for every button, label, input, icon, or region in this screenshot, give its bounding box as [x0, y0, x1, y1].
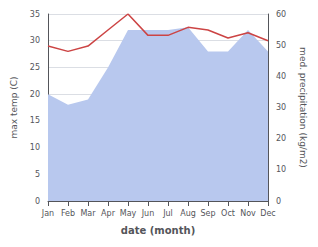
svg-text:Jun: Jun: [141, 209, 155, 218]
svg-text:Aug: Aug: [180, 209, 196, 218]
svg-text:Mar: Mar: [80, 209, 96, 218]
svg-text:20: 20: [276, 134, 286, 143]
svg-text:40: 40: [276, 72, 286, 81]
svg-text:Sep: Sep: [200, 209, 215, 218]
svg-text:15: 15: [30, 116, 40, 125]
svg-text:Feb: Feb: [61, 209, 75, 218]
svg-text:10: 10: [276, 165, 286, 174]
svg-text:0: 0: [35, 197, 40, 206]
svg-text:Oct: Oct: [221, 209, 235, 218]
svg-text:35: 35: [30, 10, 40, 19]
svg-text:5: 5: [35, 170, 40, 179]
svg-text:med. precipitation (kg/m2): med. precipitation (kg/m2): [298, 47, 308, 168]
svg-text:20: 20: [30, 90, 40, 99]
svg-text:10: 10: [30, 143, 40, 152]
svg-text:25: 25: [30, 63, 40, 72]
svg-text:date (month): date (month): [121, 225, 195, 236]
svg-text:Apr: Apr: [101, 209, 116, 218]
svg-text:0: 0: [276, 197, 281, 206]
svg-text:Jul: Jul: [162, 209, 173, 218]
svg-text:60: 60: [276, 10, 286, 19]
svg-text:30: 30: [276, 103, 286, 112]
svg-text:Dec: Dec: [260, 209, 275, 218]
svg-text:50: 50: [276, 41, 286, 50]
svg-text:May: May: [120, 209, 137, 218]
svg-text:Jan: Jan: [41, 209, 54, 218]
svg-text:Nov: Nov: [240, 209, 256, 218]
svg-text:max temp (C): max temp (C): [9, 76, 19, 138]
svg-text:30: 30: [30, 36, 40, 45]
